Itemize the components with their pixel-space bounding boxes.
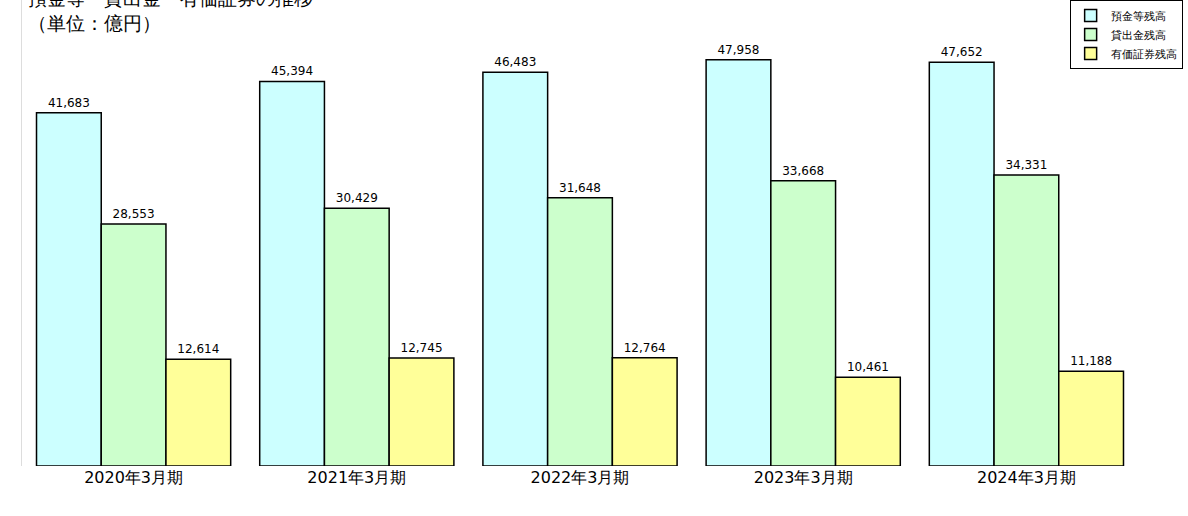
svg-text:12,764: 12,764 xyxy=(624,341,666,355)
svg-text:33,668: 33,668 xyxy=(782,164,824,178)
svg-text:2020年3月期: 2020年3月期 xyxy=(84,468,183,487)
svg-text:47,652: 47,652 xyxy=(941,45,983,59)
svg-text:31,648: 31,648 xyxy=(559,181,601,195)
svg-text:46,483: 46,483 xyxy=(494,55,536,69)
svg-text:貸出金残高: 貸出金残高 xyxy=(1111,29,1166,42)
svg-text:30,429: 30,429 xyxy=(336,191,378,205)
svg-text:12,614: 12,614 xyxy=(177,342,219,356)
svg-text:有価証券残高: 有価証券残高 xyxy=(1111,48,1177,61)
svg-text:34,331: 34,331 xyxy=(1005,158,1047,172)
svg-text:28,553: 28,553 xyxy=(113,207,155,221)
svg-text:10,461: 10,461 xyxy=(847,360,889,374)
svg-text:41,683: 41,683 xyxy=(48,96,90,110)
svg-text:預金等残高: 預金等残高 xyxy=(1111,10,1166,23)
svg-text:2021年3月期: 2021年3月期 xyxy=(307,468,406,487)
svg-text:預金等・貸出金・有価証券の推移（単位：億円）: 預金等・貸出金・有価証券の推移（単位：億円） xyxy=(28,0,313,34)
svg-text:45,394: 45,394 xyxy=(271,64,313,78)
svg-text:2023年3月期: 2023年3月期 xyxy=(754,468,853,487)
svg-text:11,188: 11,188 xyxy=(1070,354,1112,368)
svg-text:47,958: 47,958 xyxy=(717,43,759,57)
svg-text:2024年3月期: 2024年3月期 xyxy=(977,468,1076,487)
svg-text:12,745: 12,745 xyxy=(401,341,443,355)
svg-text:2022年3月期: 2022年3月期 xyxy=(531,468,630,487)
